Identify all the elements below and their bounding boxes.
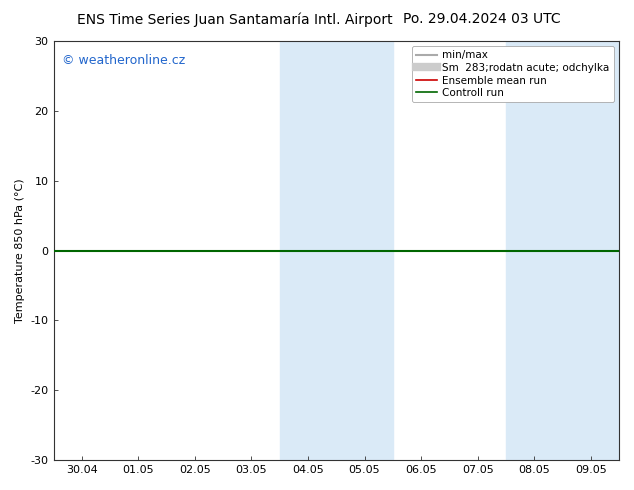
Bar	[506, 41, 619, 460]
Bar	[280, 41, 393, 460]
Text: Po. 29.04.2024 03 UTC: Po. 29.04.2024 03 UTC	[403, 12, 560, 26]
Legend: min/max, Sm  283;rodatn acute; odchylka, Ensemble mean run, Controll run: min/max, Sm 283;rodatn acute; odchylka, …	[412, 46, 614, 102]
Y-axis label: Temperature 850 hPa (°C): Temperature 850 hPa (°C)	[15, 178, 25, 323]
Text: © weatheronline.cz: © weatheronline.cz	[62, 53, 185, 67]
Text: ENS Time Series Juan Santamaría Intl. Airport: ENS Time Series Juan Santamaría Intl. Ai…	[77, 12, 392, 27]
